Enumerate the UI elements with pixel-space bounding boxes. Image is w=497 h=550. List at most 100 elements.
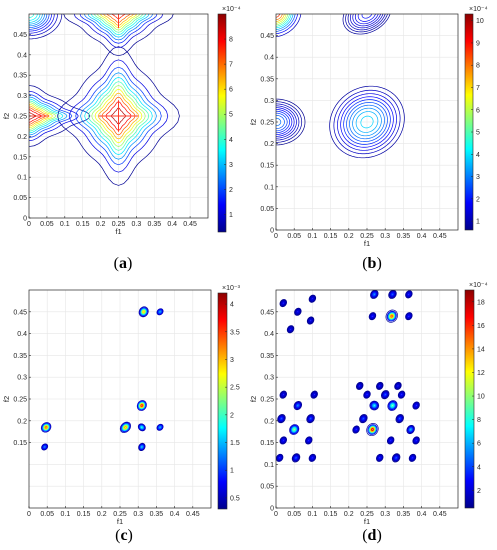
y-tick-label: 0.45 — [13, 32, 27, 39]
contour-peak — [391, 453, 401, 463]
y-tick-label: 0.15 — [13, 154, 27, 161]
contour-peak — [368, 312, 377, 321]
contour-line — [309, 319, 312, 322]
colorbar-tick-label: 0.5 — [230, 495, 240, 502]
contour-peak — [366, 422, 379, 437]
colorbar-tick-label: 3 — [476, 174, 480, 181]
contour-line — [29, 14, 38, 21]
colorbar-tick-label: 12 — [477, 370, 485, 377]
contour-line — [138, 306, 149, 318]
contour-line — [411, 456, 414, 460]
contour-line — [45, 426, 48, 429]
grid — [29, 290, 211, 508]
contour-line — [292, 427, 297, 432]
colorbar-tick-label: 2 — [477, 488, 481, 495]
contour-line — [276, 14, 280, 18]
contour-peak — [277, 414, 286, 424]
x-tick-label: 0.3 — [133, 511, 143, 518]
contour-line — [312, 393, 316, 397]
contour-line — [29, 14, 41, 23]
contour-peak — [397, 390, 406, 399]
x-tick-label: 0.25 — [112, 221, 126, 228]
colorbar-tick-label: 7 — [476, 85, 480, 92]
contour-line — [29, 14, 43, 25]
contour-peak — [138, 442, 146, 452]
contour-line — [309, 319, 312, 322]
contour-line — [276, 453, 284, 462]
contour-line — [91, 85, 146, 147]
contour-line — [289, 424, 299, 435]
contour-line — [124, 426, 127, 429]
contour-line — [355, 428, 357, 431]
x-tick-label: 0.4 — [170, 511, 180, 518]
contour-line — [138, 442, 146, 452]
y-tick-label: 0.2 — [17, 418, 27, 425]
contour-line — [29, 112, 37, 120]
contour-line — [354, 428, 358, 431]
x-tick-label: 0.35 — [147, 221, 161, 228]
x-tick-label: 0.1 — [61, 511, 71, 518]
x-tick-label: 0.2 — [344, 233, 354, 240]
y-tick-label: 0.3 — [17, 93, 27, 100]
x-tick-label: 0.2 — [97, 511, 107, 518]
contour-line — [407, 293, 410, 296]
contour-line — [388, 401, 397, 410]
contour-line — [412, 436, 420, 445]
contour-line — [280, 417, 283, 420]
contour-line — [389, 439, 392, 442]
contour-peak — [356, 381, 364, 390]
contour-line — [139, 307, 148, 317]
contour-line — [378, 384, 382, 388]
contour-line — [83, 14, 154, 41]
contour-line — [306, 316, 315, 325]
contour-line — [121, 422, 130, 432]
contour-line — [281, 439, 285, 442]
colorbar-tick-label: 5 — [476, 130, 480, 137]
x-tick-label: 0.3 — [380, 233, 390, 240]
contour-peak — [395, 414, 404, 424]
y-tick-label: 0.05 — [260, 206, 274, 213]
contour-line — [295, 456, 297, 459]
y-tick-label: 0.05 — [13, 195, 27, 202]
contour-peak — [291, 453, 301, 463]
contour-line — [29, 96, 68, 136]
contour-peak — [408, 453, 417, 462]
y-tick-label: 0.4 — [17, 331, 27, 338]
contour-line — [342, 14, 391, 35]
contour-line — [358, 384, 361, 387]
contour-line — [400, 393, 403, 396]
contour-line — [296, 310, 300, 314]
contour-line — [276, 14, 285, 22]
colorbar-exponent: ×10⁻³ — [222, 285, 241, 292]
y-tick-label: 0.15 — [260, 163, 274, 170]
contour-peak — [306, 414, 315, 424]
colorbar-tick-label: 7 — [229, 62, 233, 69]
contour-line — [292, 453, 300, 462]
x-tick-label: 0.1 — [308, 233, 318, 240]
contour-line — [141, 309, 146, 314]
contour-line — [388, 400, 397, 411]
colorbar-tick-label: 3 — [230, 357, 234, 364]
colorbar-tick-label: 8 — [476, 63, 480, 70]
x-tick-label: 0.45 — [183, 221, 197, 228]
contour-line — [308, 453, 317, 462]
contour-line — [140, 404, 143, 407]
contour-peak — [412, 436, 420, 445]
contour-line — [158, 425, 162, 429]
contour-line — [276, 14, 290, 27]
colorbar-tick-label: 1 — [476, 219, 480, 226]
contour-line — [366, 393, 368, 396]
contour-line — [121, 423, 130, 432]
contour-line — [352, 14, 382, 27]
contour-peak — [405, 290, 413, 299]
contour-line — [142, 310, 146, 314]
x-tick-label: 0.45 — [186, 511, 200, 518]
y-axis-label: f2 — [2, 113, 11, 119]
contour-line — [29, 102, 57, 130]
contour-line — [346, 102, 388, 142]
contour-line — [106, 14, 131, 23]
contour-line — [277, 414, 286, 424]
x-axis-label: f1 — [364, 239, 370, 248]
contour-line — [356, 381, 364, 390]
contour-line — [44, 425, 48, 429]
